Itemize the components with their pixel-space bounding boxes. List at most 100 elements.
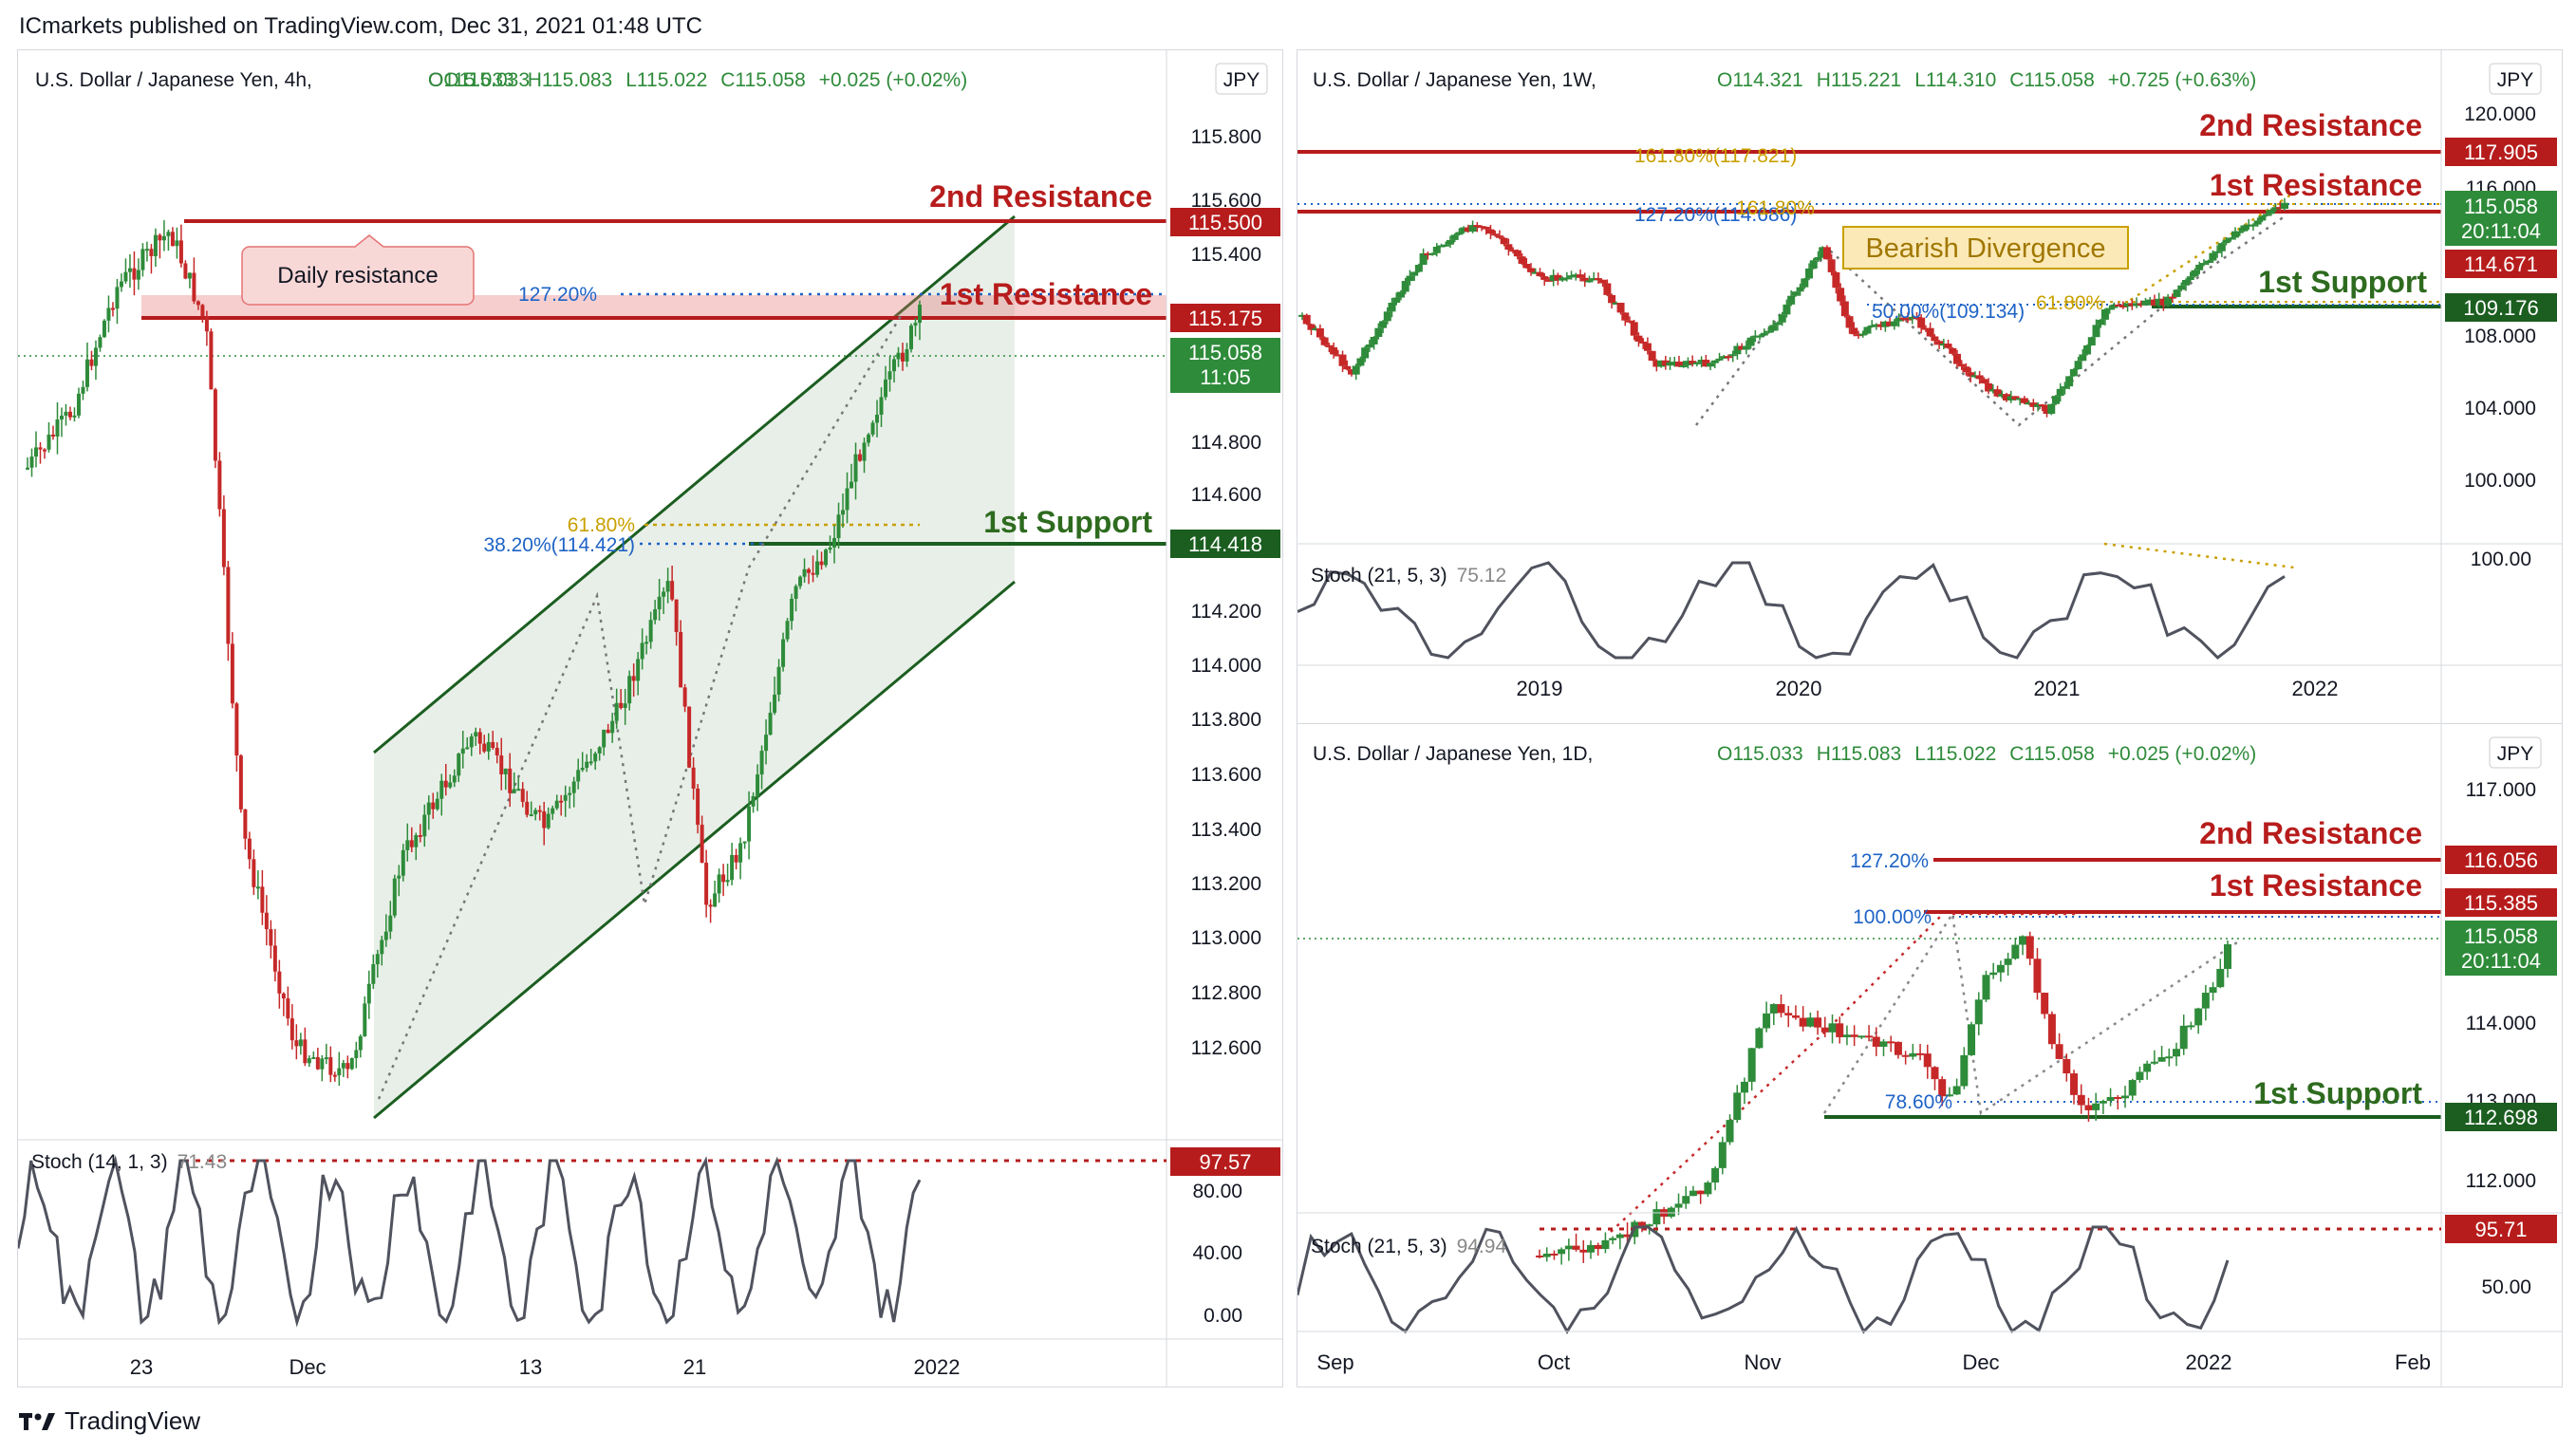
candle-body xyxy=(72,415,77,418)
candle-body xyxy=(1343,365,1352,370)
candle-body xyxy=(1406,275,1414,282)
candle-body xyxy=(1652,361,1661,367)
candle-body xyxy=(2016,398,2025,400)
time-tick-label: 2022 xyxy=(2292,677,2339,700)
candle-body xyxy=(1840,301,1849,317)
candle-body xyxy=(1478,226,1486,229)
stoch-tick-80: 80.00 xyxy=(1192,1181,1242,1202)
d1-label-2nd-resistance: 2nd Resistance xyxy=(2199,816,2422,850)
candles-1d xyxy=(1536,931,2231,1265)
channel-lower-line[interactable] xyxy=(373,580,1016,1120)
candle-body xyxy=(332,1074,337,1077)
candle-body xyxy=(1724,356,1732,359)
candle-body xyxy=(1819,247,1827,258)
price-tag-2nd-resistance xyxy=(1170,208,1280,236)
price-tick-label: 104.000 xyxy=(2464,398,2536,419)
candle-body xyxy=(875,414,880,423)
candle-body xyxy=(1428,252,1437,255)
time-axis-4h[interactable]: 23 Dec 13 21 2022 xyxy=(130,1355,961,1379)
candle-body xyxy=(670,581,675,600)
daily-resistance-callout[interactable] xyxy=(241,234,475,306)
candle-body xyxy=(811,572,815,575)
candle-body xyxy=(221,509,226,568)
candle-body xyxy=(568,792,572,795)
candle-body xyxy=(751,795,756,807)
w1-label-2nd-resistance: 2nd Resistance xyxy=(2199,108,2422,142)
candle-body xyxy=(1738,345,1746,350)
candle-body xyxy=(93,347,98,366)
candle-body xyxy=(366,983,371,1004)
price-tag-text-1st-resistance: 115.175 xyxy=(1188,307,1262,330)
candle-body xyxy=(119,281,123,288)
candle-body xyxy=(358,1035,363,1051)
chart-1w-svg[interactable]: 2nd Resistance 1st Resistance 1st Suppor… xyxy=(1297,50,2562,724)
candle-body xyxy=(192,272,196,302)
time-tick-label: 2019 xyxy=(1517,677,1563,700)
candle-body xyxy=(354,1050,359,1058)
candle-body xyxy=(371,964,376,984)
candle-body xyxy=(1828,1023,1837,1033)
candle-body xyxy=(183,263,188,279)
candle-body xyxy=(1365,344,1373,348)
tradingview-logo[interactable]: TradingView xyxy=(19,1406,200,1436)
candle-body xyxy=(1388,302,1396,312)
candle-body xyxy=(1594,278,1602,281)
stoch-line-1w xyxy=(1297,561,2286,660)
candle-body xyxy=(764,735,769,752)
candle-body xyxy=(426,802,431,815)
chart-4h-svg[interactable]: 2nd Resistance 1st Resistance 1st Suppor… xyxy=(18,50,1282,1387)
time-axis-1d[interactable]: Sep Oct Nov Dec 2022 Feb xyxy=(1316,1350,2431,1374)
candle-body xyxy=(1881,321,1890,327)
chart-1d-svg[interactable]: 2nd Resistance 1st Resistance 1st Suppor… xyxy=(1297,724,2562,1387)
channel-upper-line[interactable] xyxy=(373,214,1016,754)
symbol-legend-1d: U.S. Dollar / Japanese Yen, 1D, xyxy=(1313,743,1593,765)
candle-body xyxy=(1450,234,1459,240)
candle-body xyxy=(1609,1238,1617,1240)
d1-price-tag-1st-resistance xyxy=(2445,888,2557,917)
candle-body xyxy=(435,798,439,810)
candle-body xyxy=(59,415,64,420)
stoch-legend-1w: Stoch (21, 5, 3) 75.12 xyxy=(1311,565,1506,586)
candle-body xyxy=(1879,1041,1888,1047)
w1-fib-label-1618: 161.80%(117.821) xyxy=(1634,145,1797,167)
candle-body xyxy=(2165,1056,2174,1059)
candle-body xyxy=(606,729,610,734)
candle-body xyxy=(2074,361,2082,369)
price-tick-label: 120.000 xyxy=(2464,103,2536,125)
candle-body xyxy=(2083,345,2092,355)
candle-body xyxy=(1985,382,1993,392)
candle-body xyxy=(742,841,747,844)
time-tick-label: Sep xyxy=(1316,1350,1353,1374)
candle-body xyxy=(255,886,260,889)
candle-body xyxy=(1763,1013,1771,1029)
price-axis-4h[interactable]: 115.800 115.600 115.400 114.800 114.600 114.2… xyxy=(1191,126,1261,1059)
candle-body xyxy=(1615,1234,1624,1238)
candle-body xyxy=(807,568,812,573)
candle-body xyxy=(26,467,29,470)
candle-body xyxy=(213,389,217,461)
candle-body xyxy=(1414,264,1423,272)
candle-body xyxy=(1760,332,1768,336)
candle-body xyxy=(1473,225,1482,228)
candle-body xyxy=(289,1018,294,1041)
candle-body xyxy=(144,249,149,251)
candle-body xyxy=(158,234,162,241)
price-tick-label: 113.000 xyxy=(1191,927,1261,949)
candle-body xyxy=(1769,1004,1778,1014)
candle-body xyxy=(2029,402,2038,407)
time-axis-1w[interactable]: 2019 2020 2021 2022 xyxy=(1517,677,2339,700)
ascending-channel-fill xyxy=(374,216,1015,1118)
candle-body xyxy=(1740,1081,1748,1093)
candle-body xyxy=(832,538,837,548)
candle-body xyxy=(1601,1239,1610,1250)
candle-body xyxy=(1868,325,1876,327)
candle-body xyxy=(1645,1224,1653,1227)
candle-body xyxy=(2007,396,2015,400)
candle-body xyxy=(405,840,410,850)
chart-panel-1w[interactable]: 2nd Resistance 1st Resistance 1st Suppor… xyxy=(1297,49,2563,725)
chart-panel-4h[interactable]: 2nd Resistance 1st Resistance 1st Suppor… xyxy=(17,49,1283,1387)
chart-panel-1d[interactable]: 2nd Resistance 1st Resistance 1st Suppor… xyxy=(1297,723,2563,1387)
candle-body xyxy=(1370,337,1378,344)
bearish-divergence-callout[interactable] xyxy=(1842,226,2129,270)
candle-body xyxy=(414,835,419,847)
